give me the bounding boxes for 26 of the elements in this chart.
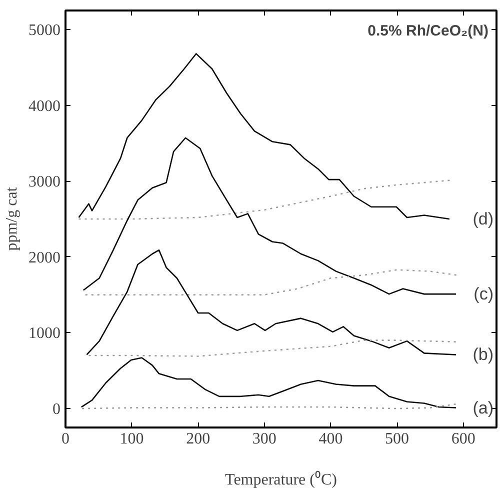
y-tick-label: 2000 bbox=[28, 249, 60, 266]
line-series bbox=[78, 53, 450, 220]
line-series bbox=[80, 357, 457, 408]
x-tick-label: 600 bbox=[451, 430, 476, 448]
legend-label: (a) bbox=[472, 398, 494, 418]
line-series bbox=[88, 340, 458, 357]
x-tick-label: 200 bbox=[186, 430, 210, 448]
y-tick-label: 5000 bbox=[28, 22, 60, 39]
y-tick-label: 3000 bbox=[28, 174, 60, 191]
x-tick-label: 300 bbox=[252, 430, 276, 448]
x-tick-label: 100 bbox=[120, 430, 144, 448]
x-axis-title: Temperature (⁰C) bbox=[225, 470, 337, 488]
line-series bbox=[82, 137, 457, 295]
y-axis-title: ppm/g cat bbox=[4, 186, 20, 251]
text: 0.5% Rh/CeO₂(N) bbox=[368, 22, 489, 40]
series-label: (c) bbox=[474, 284, 494, 304]
line-series bbox=[86, 249, 457, 356]
y-tick-label: 1000 bbox=[28, 325, 60, 342]
x-tick-label: 500 bbox=[385, 430, 410, 448]
y-tick-label: 4000 bbox=[28, 98, 60, 115]
line-series bbox=[78, 180, 451, 220]
line-series bbox=[84, 269, 458, 296]
y-tick-label: 0 bbox=[52, 401, 60, 418]
series-label: (d) bbox=[472, 210, 494, 228]
x-tick-label: 400 bbox=[318, 430, 343, 448]
series-label: (b) bbox=[472, 345, 494, 364]
